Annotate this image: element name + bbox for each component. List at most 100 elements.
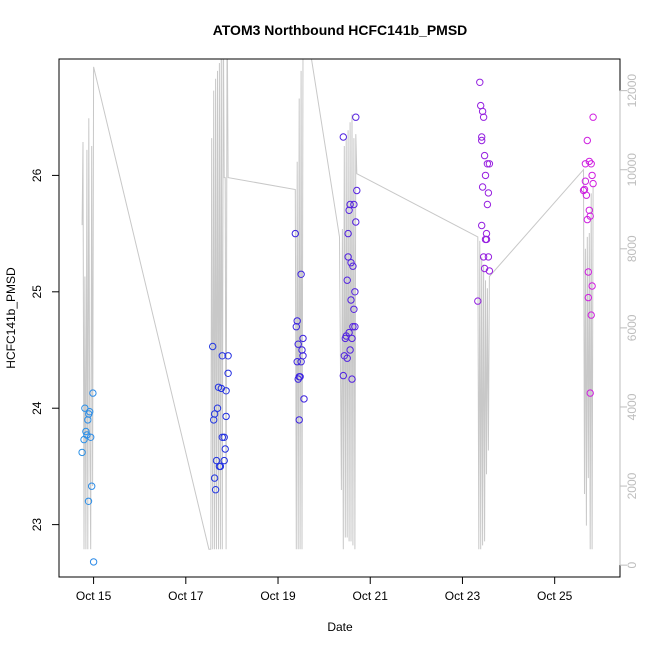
data-point	[83, 431, 91, 439]
data-point	[478, 183, 487, 191]
data-point	[479, 253, 488, 261]
data-point	[474, 297, 482, 305]
data-point	[478, 136, 486, 145]
data-point	[222, 387, 230, 395]
y-tick-label: 26	[30, 168, 44, 182]
data-point	[88, 482, 96, 490]
data-point	[587, 160, 595, 168]
data-point	[482, 229, 491, 238]
data-point	[339, 371, 347, 380]
plot-area	[78, 59, 597, 566]
data-point	[348, 375, 356, 383]
plot-clip-group	[78, 59, 597, 566]
data-point	[478, 221, 486, 230]
data-point	[586, 212, 594, 220]
data-point	[81, 404, 89, 412]
x-tick-label: Oct 25	[537, 589, 573, 603]
y2-axis: 0 2000 4000 6000 8000 10000 12000	[619, 74, 639, 568]
data-point	[78, 448, 86, 457]
data-point	[211, 486, 220, 494]
data-point	[210, 474, 219, 482]
data-point	[589, 113, 597, 121]
data-point	[581, 177, 590, 185]
data-point	[588, 171, 596, 180]
data-point	[220, 433, 228, 441]
data-point	[483, 160, 492, 168]
x-tick-label: Oct 23	[445, 589, 481, 603]
data-point	[482, 235, 491, 244]
data-point	[351, 288, 359, 296]
data-point	[224, 352, 232, 360]
data-point	[483, 200, 492, 209]
data-point	[221, 445, 229, 453]
data-point	[348, 334, 356, 343]
y-tick-label: 25	[30, 285, 44, 299]
x-tick-label: Oct 15	[76, 589, 112, 603]
data-point	[296, 373, 304, 381]
y2-tick-label: 6000	[625, 314, 639, 341]
data-point	[350, 200, 358, 209]
y2-tick-label: 4000	[625, 393, 639, 420]
data-point	[87, 433, 95, 441]
data-point	[350, 305, 358, 313]
data-point	[224, 369, 232, 377]
data-point	[588, 282, 596, 290]
data-point	[299, 334, 307, 343]
data-point	[343, 276, 351, 284]
data-point	[212, 456, 221, 465]
data-point	[349, 323, 357, 331]
altitude-line	[81, 59, 594, 550]
data-point	[89, 389, 97, 397]
data-point	[300, 395, 308, 403]
data-point	[581, 160, 590, 168]
data-point	[345, 328, 353, 337]
data-point	[585, 206, 593, 215]
data-point	[84, 497, 93, 505]
data-point	[352, 113, 360, 121]
data-point	[299, 352, 307, 360]
x-axis: Oct 15 Oct 17 Oct 19 Oct 21 Oct 23 Oct 25	[76, 576, 573, 603]
data-point	[347, 296, 355, 304]
data-point	[293, 358, 301, 366]
x-tick-label: Oct 21	[353, 589, 389, 603]
data-point	[476, 78, 484, 87]
data-point	[484, 189, 493, 197]
data-point	[293, 317, 301, 325]
y2-tick-label: 8000	[625, 235, 639, 262]
data-point	[484, 253, 493, 261]
data-point	[86, 408, 94, 416]
data-point	[351, 323, 359, 331]
data-point	[209, 342, 217, 351]
data-point	[222, 412, 230, 421]
data-point	[292, 323, 300, 331]
data-point	[297, 270, 305, 278]
data-point	[584, 268, 592, 276]
data-point	[485, 267, 494, 275]
data-point	[347, 259, 355, 267]
data-point	[213, 404, 222, 412]
y-axis: 23 24 25 26	[30, 168, 60, 532]
data-point	[481, 171, 490, 180]
data-point	[344, 253, 352, 261]
x-tick-label: Oct 19	[260, 589, 296, 603]
data-point	[349, 262, 357, 270]
y-tick-label: 23	[30, 518, 44, 532]
data-point	[89, 558, 98, 566]
data-point	[218, 352, 227, 360]
chart-title: ATOM3 Northbound HCFC141b_PMSD	[213, 22, 468, 38]
data-point	[210, 410, 219, 418]
data-point	[346, 346, 354, 354]
data-point	[584, 293, 592, 302]
data-point	[583, 136, 591, 145]
data-point	[82, 427, 90, 436]
data-point	[294, 340, 302, 348]
data-point	[344, 229, 352, 238]
y2-tick-label: 12000	[625, 74, 639, 108]
x-tick-label: Oct 17	[168, 589, 204, 603]
data-point	[587, 311, 595, 319]
y-axis-label: HCFC141b_PMSD	[4, 267, 18, 369]
data-point	[586, 389, 594, 397]
y2-tick-label: 10000	[625, 153, 639, 187]
plot-frame	[58, 58, 621, 578]
data-point	[339, 133, 347, 141]
